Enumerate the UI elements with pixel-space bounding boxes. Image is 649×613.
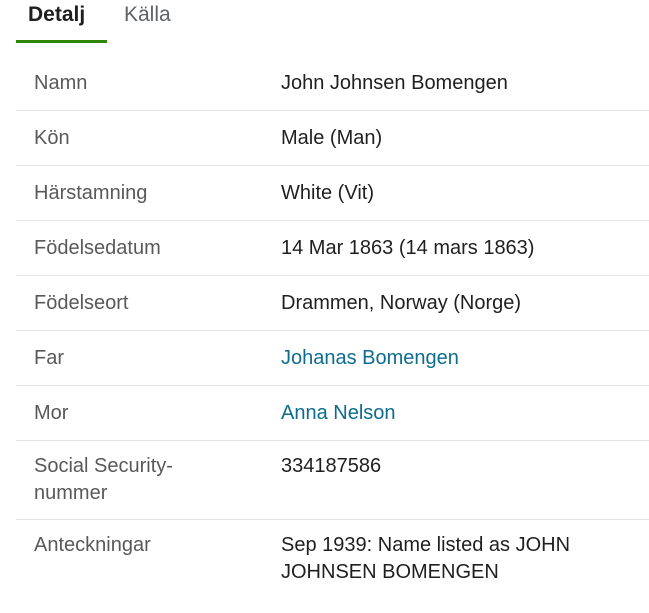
table-row: Far Johanas Bomengen bbox=[16, 331, 649, 386]
row-label: Namn bbox=[34, 72, 88, 94]
mother-link[interactable]: Anna Nelson bbox=[281, 402, 396, 424]
tab-kalla[interactable]: Källa bbox=[124, 3, 171, 26]
table-row: Mor Anna Nelson bbox=[16, 386, 649, 441]
row-label: Födelsedatum bbox=[34, 237, 161, 259]
table-row: Födelseort Drammen, Norway (Norge) bbox=[16, 276, 649, 331]
detail-table: Namn John Johnsen Bomengen Kön Male (Man… bbox=[16, 56, 649, 598]
table-row: Födelsedatum 14 Mar 1863 (14 mars 1863) bbox=[16, 221, 649, 276]
table-row: Social Security-nummer 334187586 bbox=[16, 441, 649, 520]
row-value: Drammen, Norway (Norge) bbox=[281, 292, 522, 314]
row-label: Kön bbox=[34, 127, 70, 149]
row-label: Social Security-nummer bbox=[34, 455, 173, 504]
table-row: Anteckningar Sep 1939: Name listed as JO… bbox=[16, 520, 649, 598]
row-value: Sep 1939: Name listed as JOHN JOHNSEN BO… bbox=[281, 534, 571, 583]
row-label: Mor bbox=[34, 402, 69, 424]
row-value: 14 Mar 1863 (14 mars 1863) bbox=[281, 237, 535, 259]
table-row: Namn John Johnsen Bomengen bbox=[16, 56, 649, 111]
father-link[interactable]: Johanas Bomengen bbox=[281, 347, 459, 369]
row-label: Födelseort bbox=[34, 292, 129, 314]
row-value: 334187586 bbox=[281, 455, 382, 477]
row-label: Anteckningar bbox=[34, 534, 151, 556]
table-row: Härstamning White (Vit) bbox=[16, 166, 649, 221]
tab-bar: Detalj Källa bbox=[16, 0, 183, 43]
row-value: John Johnsen Bomengen bbox=[281, 72, 508, 94]
table-row: Kön Male (Man) bbox=[16, 111, 649, 166]
row-value: Male (Man) bbox=[281, 127, 383, 149]
row-label: Härstamning bbox=[34, 182, 148, 204]
row-label: Far bbox=[34, 347, 64, 369]
row-value: White (Vit) bbox=[281, 182, 374, 204]
tab-detalj[interactable]: Detalj bbox=[16, 0, 107, 43]
